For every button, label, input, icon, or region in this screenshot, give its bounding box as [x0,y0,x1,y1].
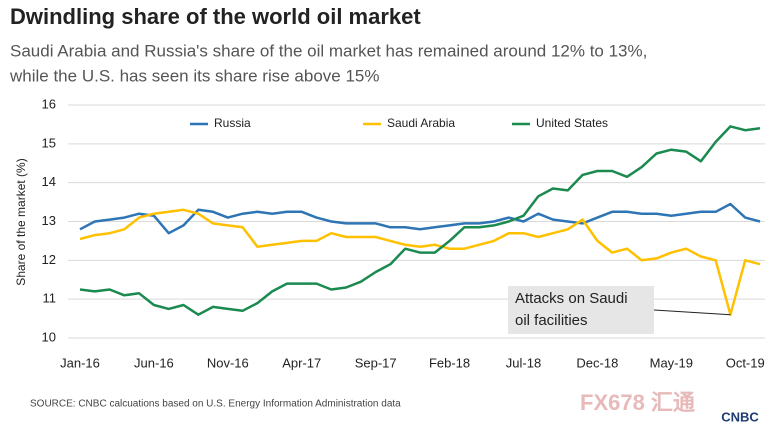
x-tick-label: Apr-17 [282,355,321,370]
legend-label: United States [536,116,608,130]
watermark: FX678 汇通 [580,390,695,415]
legend-label: Saudi Arabia [387,116,455,130]
source: SOURCE: CNBC calcuations based on U.S. E… [30,399,401,410]
legend-label: Russia [214,116,251,130]
annotation-line [653,309,731,316]
y-tick-label: 13 [42,213,56,228]
annotation-box [508,286,654,334]
chart-title: Dwindling share of the world oil market [10,4,421,29]
y-tick-label: 14 [42,174,56,189]
y-tick-label: 12 [42,252,56,267]
y-tick-label: 11 [43,291,57,306]
x-tick-label: May-19 [650,355,693,370]
annotation: oil facilities [515,312,588,329]
x-tick-label: Feb-18 [429,355,470,370]
line [79,208,761,316]
x-tick-label: Jan-16 [60,355,100,370]
y-tick-label: 15 [42,135,56,150]
x-tick-label: Oct-19 [726,355,765,370]
line [79,202,761,235]
x-tick-label: Nov-16 [207,355,249,370]
y-tick-label: 10 [42,329,56,344]
subtitle: while the U.S. has seen its share rise a… [9,66,379,85]
line [79,125,761,316]
x-tick-label: Dec-18 [576,355,618,370]
x-tick-label: Jul-18 [506,355,541,370]
y-tick-label: 16 [42,96,56,111]
subtitle: Saudi Arabia and Russia's share of the o… [10,41,647,60]
y-axis-label: Share of the market (%) [14,158,28,285]
x-tick-label: Sep-17 [355,355,397,370]
x-tick-label: Jun-16 [134,355,174,370]
logo: CNBC [721,409,759,424]
annotation: Attacks on Saudi [515,290,628,307]
